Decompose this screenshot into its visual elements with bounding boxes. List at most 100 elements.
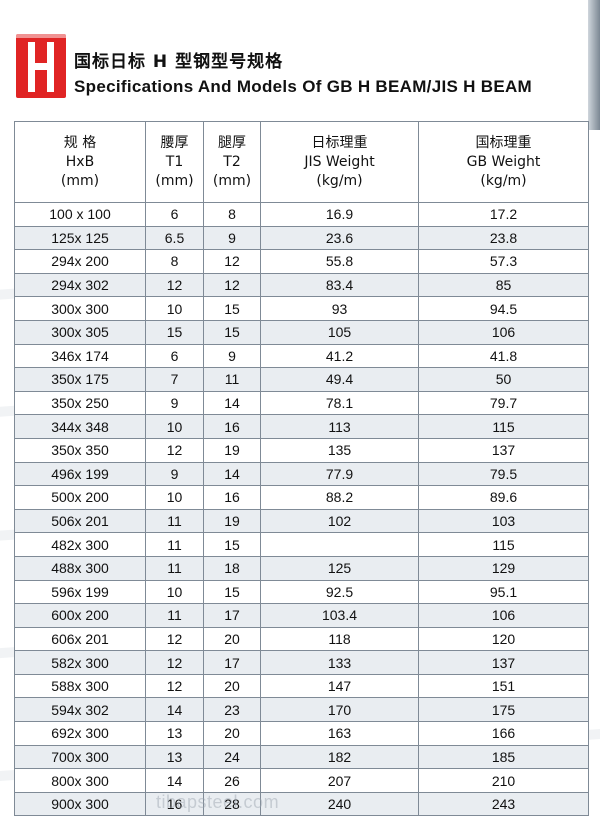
cell-web-thickness: 12 bbox=[145, 437, 204, 463]
cell-web-thickness: 11 bbox=[145, 603, 204, 628]
cell-web-thickness: 6 bbox=[145, 202, 204, 227]
table-row: 100 x 100 6 8 16.9 17.2 bbox=[14, 202, 589, 227]
cell-web-thickness: 16 bbox=[145, 791, 204, 817]
cell-flange-thickness: 17 bbox=[203, 650, 261, 675]
cell-web-thickness: 10 bbox=[145, 485, 204, 510]
cell-size: 600x 200 bbox=[14, 603, 146, 628]
cell-jis-weight: 102 bbox=[260, 508, 419, 534]
cell-gb-weight: 89.6 bbox=[418, 485, 589, 510]
table-row: 594x 302 14 23 170 175 bbox=[14, 697, 589, 723]
cell-flange-thickness: 24 bbox=[203, 744, 261, 770]
cell-web-thickness: 10 bbox=[145, 579, 204, 605]
cell-size: 294x 200 bbox=[14, 249, 146, 274]
column-header-line: (mm) bbox=[212, 172, 252, 189]
cell-web-thickness: 10 bbox=[145, 296, 204, 321]
table-row: 294x 200 8 12 55.8 57.3 bbox=[14, 249, 589, 274]
cell-flange-thickness: 9 bbox=[203, 343, 261, 369]
cell-gb-weight: 137 bbox=[418, 650, 589, 675]
watermark: tibapsteel.com bbox=[156, 792, 280, 812]
cell-web-thickness: 12 bbox=[145, 626, 204, 652]
cell-flange-thickness: 20 bbox=[203, 673, 261, 699]
table-row: 900x 300 16 28 240 243 bbox=[14, 791, 589, 817]
cell-web-thickness: 11 bbox=[145, 555, 204, 581]
cell-flange-thickness: 18 bbox=[203, 555, 261, 581]
title-chinese: 国标日标 H 型钢型号规格 bbox=[74, 52, 284, 72]
cell-jis-weight: 103.4 bbox=[260, 603, 419, 628]
cell-jis-weight: 41.2 bbox=[260, 343, 419, 369]
cell-gb-weight: 23.8 bbox=[418, 225, 589, 251]
cell-flange-thickness: 11 bbox=[203, 367, 261, 392]
cell-size: 344x 348 bbox=[14, 414, 146, 439]
cell-size: 588x 300 bbox=[14, 673, 146, 699]
cell-jis-weight: 163 bbox=[260, 721, 419, 746]
cell-gb-weight: 79.7 bbox=[418, 390, 589, 416]
table-row: 346x 174 6 9 41.2 41.8 bbox=[14, 343, 589, 369]
table-row: 488x 300 11 18 125 129 bbox=[14, 555, 589, 581]
cell-size: 900x 300 bbox=[14, 791, 146, 817]
cell-jis-weight: 88.2 bbox=[260, 485, 419, 510]
cell-gb-weight: 137 bbox=[418, 437, 589, 463]
table-row: 692x 300 13 20 163 166 bbox=[14, 721, 589, 746]
cell-gb-weight: 41.8 bbox=[418, 343, 589, 369]
cell-web-thickness: 14 bbox=[145, 697, 204, 723]
cell-gb-weight: 243 bbox=[418, 791, 589, 817]
cell-flange-thickness: 16 bbox=[203, 414, 261, 439]
cell-flange-thickness: 16 bbox=[203, 485, 261, 510]
cell-size: 346x 174 bbox=[14, 343, 146, 369]
cell-flange-thickness: 23 bbox=[203, 697, 261, 723]
cell-jis-weight: 78.1 bbox=[260, 390, 419, 416]
cell-jis-weight: 240 bbox=[260, 791, 419, 817]
cell-jis-weight: 135 bbox=[260, 437, 419, 463]
column-header-size: 规 格 HxB (mm) bbox=[14, 121, 146, 203]
cell-size: 482x 300 bbox=[14, 532, 146, 557]
table-body: 100 x 100 6 8 16.9 17.2 125x 125 6.5 9 23.6 23.8 2… bbox=[14, 202, 589, 817]
cell-web-thickness: 9 bbox=[145, 390, 204, 416]
cell-jis-weight: 83.4 bbox=[260, 272, 419, 298]
cell-jis-weight: 207 bbox=[260, 768, 419, 793]
cell-flange-thickness: 15 bbox=[203, 296, 261, 321]
cell-size: 100 x 100 bbox=[14, 202, 146, 227]
table-row: 506x 201 11 19 102 103 bbox=[14, 508, 589, 534]
cell-gb-weight: 115 bbox=[418, 532, 589, 557]
cell-size: 606x 201 bbox=[14, 626, 146, 652]
table-row: 294x 302 12 12 83.4 85 bbox=[14, 272, 589, 298]
column-header-line: HxB bbox=[65, 153, 95, 170]
cell-jis-weight: 118 bbox=[260, 626, 419, 652]
h-logo-icon bbox=[16, 34, 66, 98]
column-header-line: 腿厚 bbox=[218, 134, 246, 151]
table-row: 125x 125 6.5 9 23.6 23.8 bbox=[14, 225, 589, 251]
cell-web-thickness: 7 bbox=[145, 367, 204, 392]
cell-web-thickness: 14 bbox=[145, 768, 204, 793]
cell-jis-weight: 49.4 bbox=[260, 367, 419, 392]
table-row: 596x 199 10 15 92.5 95.1 bbox=[14, 579, 589, 605]
cell-jis-weight: 93 bbox=[260, 296, 419, 321]
column-header-line: (mm) bbox=[60, 172, 100, 189]
cell-jis-weight bbox=[260, 532, 419, 557]
table-row: 344x 348 10 16 113 115 bbox=[14, 414, 589, 439]
cell-size: 506x 201 bbox=[14, 508, 146, 534]
cell-web-thickness: 6.5 bbox=[145, 225, 204, 251]
column-header-line: (kg/m) bbox=[480, 172, 527, 189]
cell-size: 125x 125 bbox=[14, 225, 146, 251]
cell-jis-weight: 92.5 bbox=[260, 579, 419, 605]
cell-gb-weight: 85 bbox=[418, 272, 589, 298]
cell-jis-weight: 170 bbox=[260, 697, 419, 723]
cell-size: 700x 300 bbox=[14, 744, 146, 770]
cell-web-thickness: 12 bbox=[145, 650, 204, 675]
cell-size: 350x 250 bbox=[14, 390, 146, 416]
cell-jis-weight: 125 bbox=[260, 555, 419, 581]
cell-jis-weight: 55.8 bbox=[260, 249, 419, 274]
cell-gb-weight: 120 bbox=[418, 626, 589, 652]
column-header-gb-weight: 国标理重 GB Weight (kg/m) bbox=[418, 121, 589, 203]
cell-web-thickness: 6 bbox=[145, 343, 204, 369]
cell-flange-thickness: 15 bbox=[203, 319, 261, 345]
cell-gb-weight: 129 bbox=[418, 555, 589, 581]
cell-gb-weight: 151 bbox=[418, 673, 589, 699]
cell-jis-weight: 105 bbox=[260, 319, 419, 345]
cell-size: 800x 300 bbox=[14, 768, 146, 793]
cell-gb-weight: 50 bbox=[418, 367, 589, 392]
cell-web-thickness: 9 bbox=[145, 461, 204, 487]
cell-size: 582x 300 bbox=[14, 650, 146, 675]
cell-flange-thickness: 17 bbox=[203, 603, 261, 628]
table-header: 规 格 HxB (mm) 腰厚 T1 (mm) 腿厚 T2 (mm) 日标理重 JIS Weight… bbox=[14, 121, 589, 203]
